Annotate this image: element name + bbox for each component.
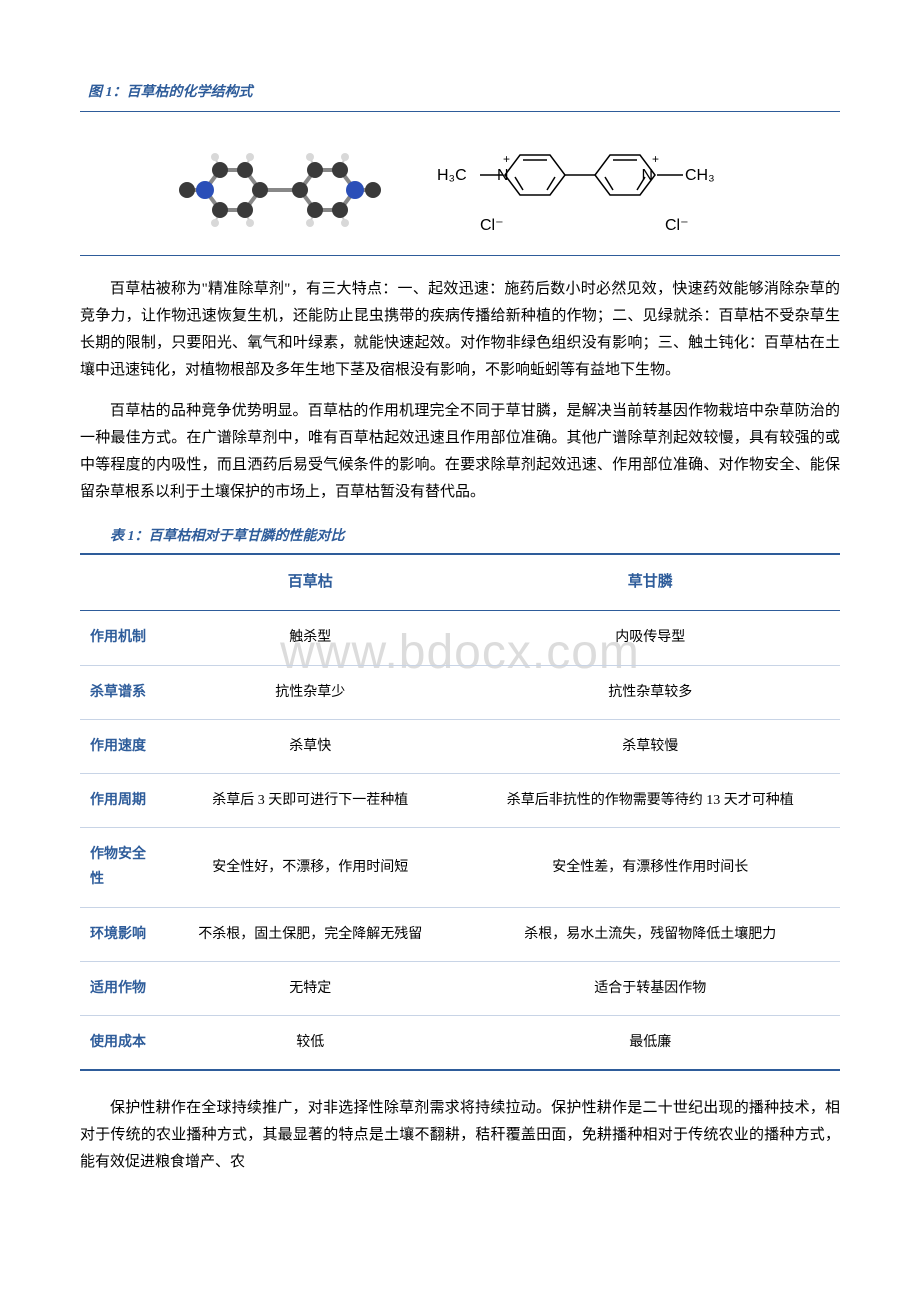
row-label: 作用速度 (80, 719, 160, 773)
table-header-col1: 百草枯 (160, 554, 461, 611)
row-label: 杀草谱系 (80, 665, 160, 719)
row-label: 作用周期 (80, 773, 160, 827)
svg-text:H₃C: H₃C (437, 167, 467, 184)
cell: 安全性好，不漂移，作用时间短 (160, 828, 461, 907)
page-content: 图 1：百草枯的化学结构式 (80, 80, 840, 1176)
paragraph-3: 保护性耕作在全球持续推广，对非选择性除草剂需求将持续拉动。保护性耕作是二十世纪出… (80, 1095, 840, 1176)
svg-text:N: N (497, 167, 509, 184)
cell: 杀草快 (160, 719, 461, 773)
svg-text:Cl⁻: Cl⁻ (480, 217, 504, 234)
svg-text:N: N (641, 167, 653, 184)
svg-text:Cl⁻: Cl⁻ (665, 217, 689, 234)
cell: 最低廉 (461, 1015, 840, 1070)
cell: 较低 (160, 1015, 461, 1070)
paragraph-1: 百草枯被称为"精准除草剂"，有三大特点：一、起效迅速：施药后数小时必然见效，快速… (80, 276, 840, 384)
svg-text:+: + (503, 152, 510, 166)
table1-caption: 表 1：百草枯相对于草甘膦的性能对比 (110, 524, 840, 553)
cell: 抗性杂草少 (160, 665, 461, 719)
molecule-skeletal-icon: H₃C N + N + CH₃ Cl⁻ Cl⁻ (425, 135, 745, 245)
table-row: 作用速度 杀草快 杀草较慢 (80, 719, 840, 773)
table-row: 使用成本 较低 最低廉 (80, 1015, 840, 1070)
table-header-row: 百草枯 草甘膦 (80, 554, 840, 611)
comparison-table: 百草枯 草甘膦 作用机制 触杀型 内吸传导型 杀草谱系 抗性杂草少 抗性杂草较多… (80, 553, 840, 1071)
cell: 抗性杂草较多 (461, 665, 840, 719)
table-body: 作用机制 触杀型 内吸传导型 杀草谱系 抗性杂草少 抗性杂草较多 作用速度 杀草… (80, 611, 840, 1070)
svg-text:CH₃: CH₃ (685, 167, 715, 184)
row-label: 作用机制 (80, 611, 160, 665)
row-label: 使用成本 (80, 1015, 160, 1070)
row-label: 环境影响 (80, 907, 160, 961)
cell: 杀草后 3 天即可进行下一茬种植 (160, 773, 461, 827)
table-row: 杀草谱系 抗性杂草少 抗性杂草较多 (80, 665, 840, 719)
row-label: 适用作物 (80, 961, 160, 1015)
table-header-empty (80, 554, 160, 611)
figure1-container: H₃C N + N + CH₃ Cl⁻ Cl⁻ (80, 120, 840, 256)
cell: 触杀型 (160, 611, 461, 665)
svg-text:+: + (652, 152, 659, 166)
table-row: 作物安全性 安全性好，不漂移，作用时间短 安全性差，有漂移性作用时间长 (80, 828, 840, 907)
paragraph-2: 百草枯的品种竞争优势明显。百草枯的作用机理完全不同于草甘膦，是解决当前转基因作物… (80, 398, 840, 506)
cell: 适合于转基因作物 (461, 961, 840, 1015)
cell: 内吸传导型 (461, 611, 840, 665)
table-row: 适用作物 无特定 适合于转基因作物 (80, 961, 840, 1015)
table-row: 环境影响 不杀根，固土保肥，完全降解无残留 杀根，易水土流失，残留物降低土壤肥力 (80, 907, 840, 961)
molecule-3d-icon (175, 135, 385, 245)
cell: 杀根，易水土流失，残留物降低土壤肥力 (461, 907, 840, 961)
row-label: 作物安全性 (80, 828, 160, 907)
table-row: 作用周期 杀草后 3 天即可进行下一茬种植 杀草后非抗性的作物需要等待约 13 … (80, 773, 840, 827)
cell: 无特定 (160, 961, 461, 1015)
figure1-caption: 图 1：百草枯的化学结构式 (80, 80, 840, 112)
table-header-col2: 草甘膦 (461, 554, 840, 611)
cell: 杀草较慢 (461, 719, 840, 773)
table-row: 作用机制 触杀型 内吸传导型 (80, 611, 840, 665)
cell: 不杀根，固土保肥，完全降解无残留 (160, 907, 461, 961)
cell: 杀草后非抗性的作物需要等待约 13 天才可种植 (461, 773, 840, 827)
cell: 安全性差，有漂移性作用时间长 (461, 828, 840, 907)
